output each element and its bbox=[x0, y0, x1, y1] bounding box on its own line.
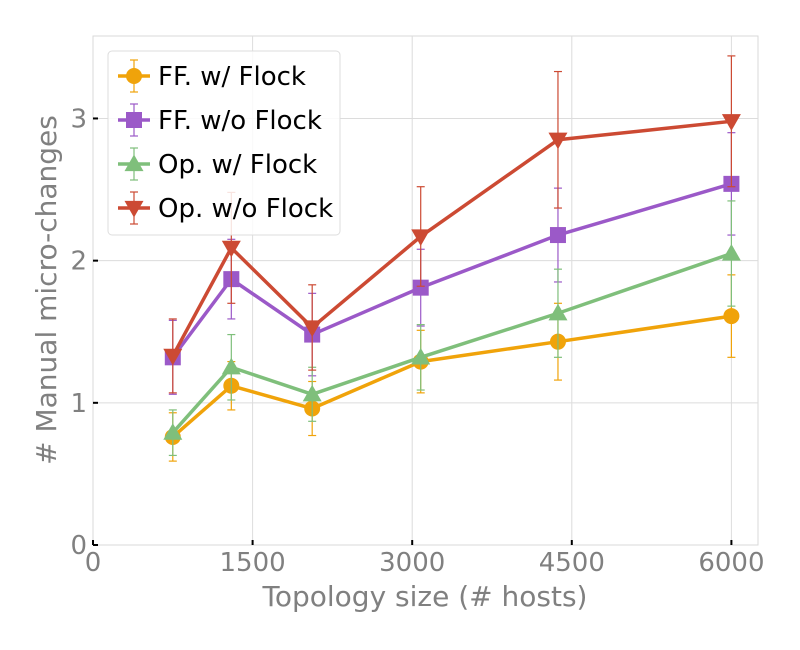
series-layer bbox=[163, 55, 741, 462]
data-point bbox=[163, 423, 183, 440]
x-tick-label: 4500 bbox=[539, 548, 605, 578]
legend-entry-2: FF. w/o Flock bbox=[118, 103, 322, 137]
x-tick-label: 6000 bbox=[698, 548, 764, 578]
data-point bbox=[302, 320, 322, 337]
series-line bbox=[171, 314, 732, 439]
data-point bbox=[548, 132, 568, 150]
y-axis-label: # Manual micro-changes bbox=[30, 115, 63, 465]
x-tick-label: 0 bbox=[85, 548, 102, 578]
y-tick-label: 0 bbox=[70, 531, 87, 561]
legend-label: FF. w/ Flock bbox=[158, 62, 306, 92]
data-point bbox=[412, 279, 429, 296]
x-tick-label: 3000 bbox=[379, 548, 445, 578]
data-point bbox=[549, 227, 566, 244]
series-line bbox=[171, 182, 732, 359]
data-point bbox=[163, 348, 183, 366]
series-4 bbox=[163, 55, 741, 394]
x-axis-label: Topology size (# hosts) bbox=[262, 580, 588, 613]
data-point bbox=[221, 357, 241, 375]
y-tick-label: 1 bbox=[70, 389, 87, 419]
legend-marker bbox=[124, 154, 144, 172]
series-3 bbox=[163, 200, 741, 457]
x-tick-label: 1500 bbox=[220, 548, 286, 578]
legend: FF. w/ Flock FF. w/o Flock Op. w/ Flock Op.… bbox=[107, 50, 341, 236]
series-line bbox=[171, 251, 732, 434]
legend-box bbox=[107, 50, 341, 236]
data-point bbox=[721, 244, 741, 261]
legend-entry-3: Op. w/ Flock bbox=[118, 147, 317, 181]
data-point bbox=[221, 240, 241, 258]
data-point bbox=[302, 384, 322, 402]
y-tick-label: 2 bbox=[70, 247, 87, 277]
data-point bbox=[723, 308, 740, 325]
legend-entry-1: FF. w/ Flock bbox=[118, 59, 306, 93]
y-tick-label: 3 bbox=[70, 104, 87, 134]
legend-marker bbox=[126, 112, 142, 128]
legend-entry-4: Op. w/o Flock bbox=[118, 191, 333, 225]
axis-ticks: 0 1500 3000 4500 6000 0 1 2 3 bbox=[70, 104, 764, 578]
legend-label: FF. w/o Flock bbox=[158, 106, 322, 136]
data-point bbox=[721, 114, 741, 131]
legend-label: Op. w/ Flock bbox=[158, 150, 317, 180]
legend-marker bbox=[126, 68, 142, 84]
data-point bbox=[411, 229, 431, 246]
data-point bbox=[411, 347, 431, 365]
legend-marker bbox=[124, 200, 144, 218]
legend-label: Op. w/o Flock bbox=[158, 194, 333, 224]
series-line bbox=[171, 119, 732, 357]
data-point bbox=[548, 303, 568, 321]
